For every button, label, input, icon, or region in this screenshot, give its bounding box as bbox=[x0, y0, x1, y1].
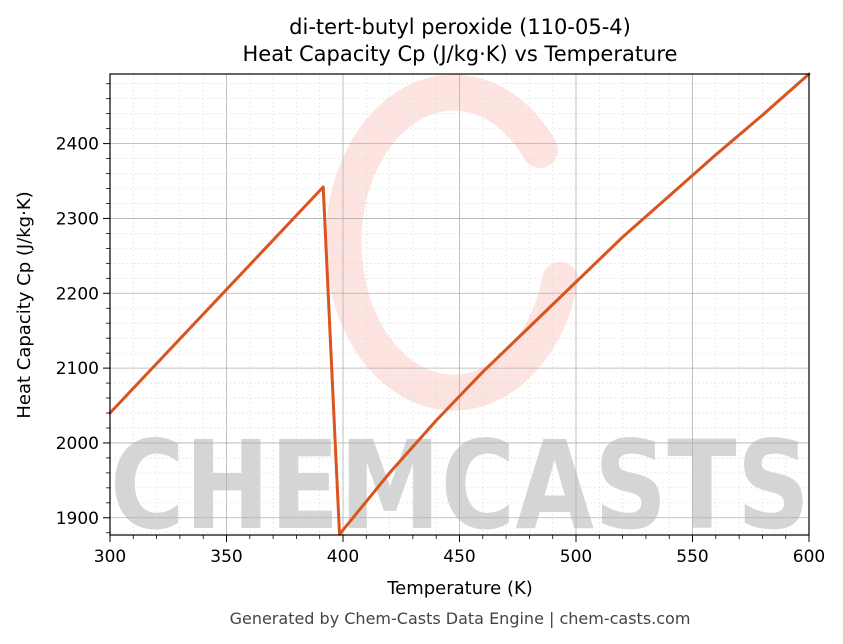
footer-credit: Generated by Chem-Casts Data Engine | ch… bbox=[230, 609, 691, 628]
series-line-0 bbox=[108, 72, 811, 536]
y-tick-label: 2300 bbox=[56, 209, 99, 229]
y-tick-label: 2400 bbox=[56, 135, 99, 155]
x-tick-label: 300 bbox=[94, 547, 126, 567]
x-tick-label: 400 bbox=[327, 547, 359, 567]
x-tick-label: 450 bbox=[443, 547, 475, 567]
x-tick-label: 600 bbox=[793, 547, 825, 567]
y-tick-label: 1900 bbox=[56, 509, 99, 529]
series-layer bbox=[108, 72, 811, 536]
x-tick-label: 500 bbox=[560, 547, 592, 567]
chart-title: di-tert-butyl peroxide (110-05-4) bbox=[289, 15, 631, 39]
x-tick-label: 550 bbox=[676, 547, 708, 567]
y-tick-label: 2200 bbox=[56, 284, 99, 304]
x-axis-label: Temperature (K) bbox=[386, 578, 533, 599]
chart-subtitle: Heat Capacity Cp (J/kg·K) vs Temperature bbox=[243, 42, 678, 66]
plot-frame bbox=[109, 73, 810, 536]
y-tick-label: 2100 bbox=[56, 359, 99, 379]
y-tick-label: 2000 bbox=[56, 434, 99, 454]
y-axis-label: Heat Capacity Cp (J/kg·K) bbox=[14, 191, 35, 418]
ticks-layer: 300 350 400 450 500 550 600 1900 2000 2100 2200 230… bbox=[56, 83, 825, 567]
x-tick-label: 350 bbox=[210, 547, 242, 567]
